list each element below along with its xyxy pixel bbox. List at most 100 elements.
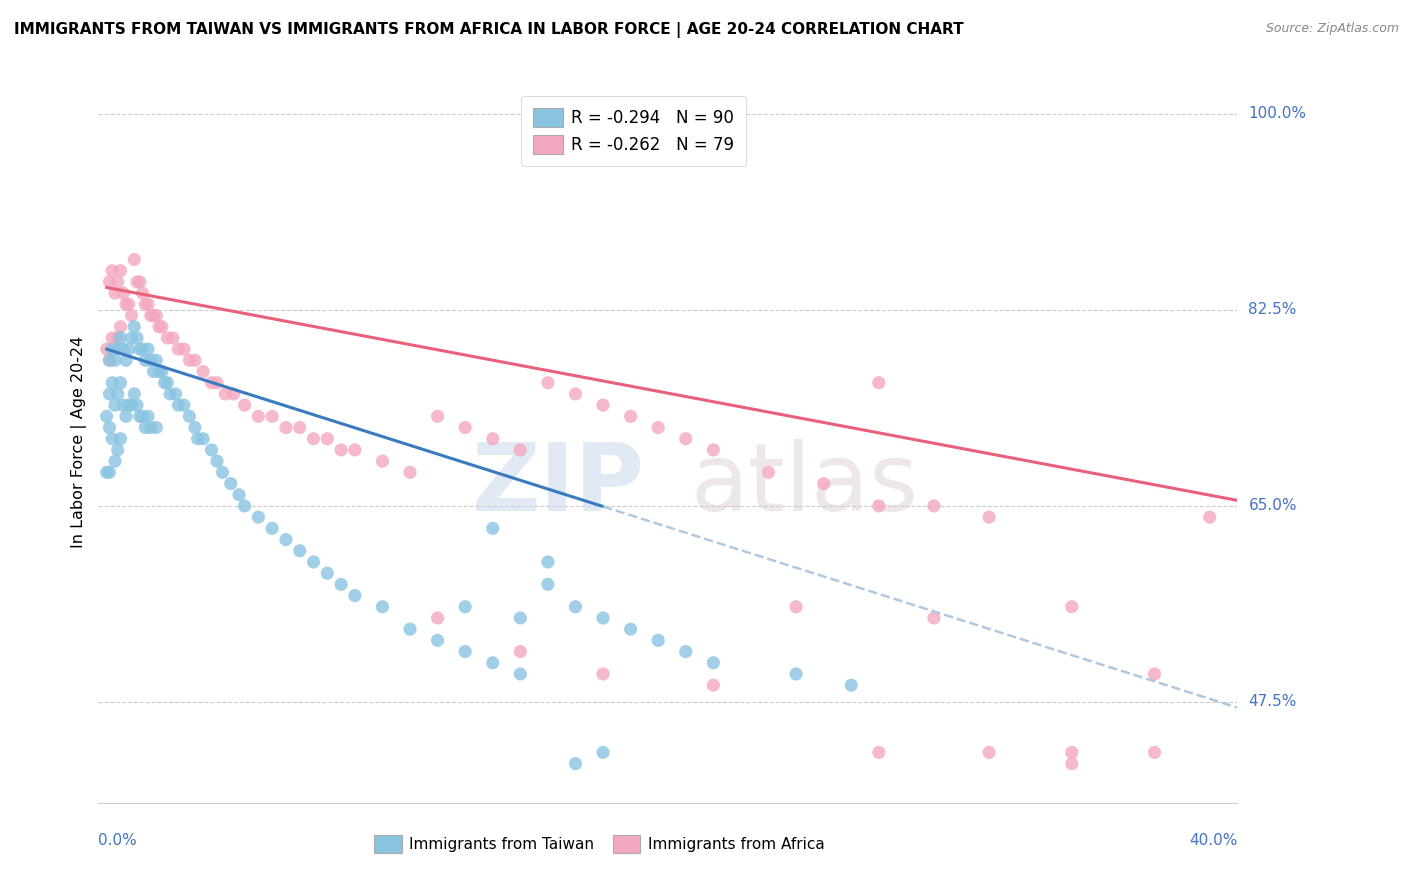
Point — [107, 275, 129, 289]
Point — [537, 577, 560, 591]
Point — [481, 521, 503, 535]
Point — [167, 342, 190, 356]
Text: 65.0%: 65.0% — [1249, 499, 1296, 514]
Point — [222, 387, 245, 401]
Point — [758, 466, 780, 480]
Point — [128, 409, 150, 424]
Point — [165, 387, 187, 401]
Text: atlas: atlas — [690, 439, 920, 531]
Point — [1198, 510, 1220, 524]
Point — [145, 420, 167, 434]
Point — [592, 398, 614, 412]
Point — [131, 286, 153, 301]
Point — [134, 420, 156, 434]
Point — [142, 309, 165, 323]
Point — [112, 286, 135, 301]
Point — [1143, 745, 1166, 759]
Point — [118, 342, 141, 356]
Point — [148, 319, 170, 334]
Point — [122, 387, 145, 401]
Point — [922, 499, 945, 513]
Point — [330, 577, 353, 591]
Point — [101, 432, 124, 446]
Point — [647, 420, 669, 434]
Text: 0.0%: 0.0% — [98, 833, 138, 848]
Point — [179, 353, 201, 368]
Point — [481, 656, 503, 670]
Point — [121, 398, 143, 412]
Point — [115, 409, 138, 424]
Point — [125, 275, 148, 289]
Point — [153, 376, 176, 390]
Point — [98, 387, 121, 401]
Point — [211, 466, 233, 480]
Point — [219, 476, 242, 491]
Point — [509, 442, 531, 457]
Point — [1143, 667, 1166, 681]
Point — [98, 420, 121, 434]
Text: ZIP: ZIP — [472, 439, 645, 531]
Point — [592, 667, 614, 681]
Point — [537, 376, 560, 390]
Point — [145, 353, 167, 368]
Point — [121, 331, 143, 345]
Point — [509, 667, 531, 681]
Point — [110, 432, 132, 446]
Point — [101, 331, 124, 345]
Point — [118, 297, 141, 311]
Point — [675, 644, 697, 658]
Point — [159, 387, 181, 401]
Point — [136, 409, 159, 424]
Point — [121, 309, 143, 323]
Point — [785, 599, 807, 614]
Point — [104, 398, 127, 412]
Point — [399, 466, 422, 480]
Point — [150, 319, 173, 334]
Text: 82.5%: 82.5% — [1249, 302, 1296, 318]
Point — [481, 432, 503, 446]
Point — [156, 331, 179, 345]
Point — [371, 454, 394, 468]
Point — [247, 409, 270, 424]
Point — [101, 342, 124, 356]
Point — [173, 342, 195, 356]
Point — [136, 297, 159, 311]
Point — [139, 353, 162, 368]
Point — [98, 275, 121, 289]
Point — [200, 442, 222, 457]
Point — [868, 745, 890, 759]
Point — [173, 398, 195, 412]
Point — [702, 678, 724, 692]
Point — [96, 342, 118, 356]
Point — [107, 331, 129, 345]
Point — [104, 286, 127, 301]
Point — [112, 342, 135, 356]
Point — [1060, 745, 1083, 759]
Point — [193, 365, 215, 379]
Point — [785, 667, 807, 681]
Point — [96, 466, 118, 480]
Point — [139, 309, 162, 323]
Point — [110, 376, 132, 390]
Point — [118, 398, 141, 412]
Point — [136, 342, 159, 356]
Point — [131, 342, 153, 356]
Point — [813, 476, 835, 491]
Point — [977, 745, 1000, 759]
Point — [262, 521, 284, 535]
Point — [262, 409, 284, 424]
Point — [107, 387, 129, 401]
Point — [200, 376, 222, 390]
Point — [187, 432, 209, 446]
Point — [167, 398, 190, 412]
Point — [96, 409, 118, 424]
Point — [101, 376, 124, 390]
Point — [564, 756, 586, 771]
Text: IMMIGRANTS FROM TAIWAN VS IMMIGRANTS FROM AFRICA IN LABOR FORCE | AGE 20-24 CORR: IMMIGRANTS FROM TAIWAN VS IMMIGRANTS FRO… — [14, 22, 963, 38]
Point — [228, 488, 250, 502]
Point — [110, 331, 132, 345]
Point — [426, 633, 449, 648]
Point — [343, 589, 366, 603]
Point — [343, 442, 366, 457]
Point — [110, 319, 132, 334]
